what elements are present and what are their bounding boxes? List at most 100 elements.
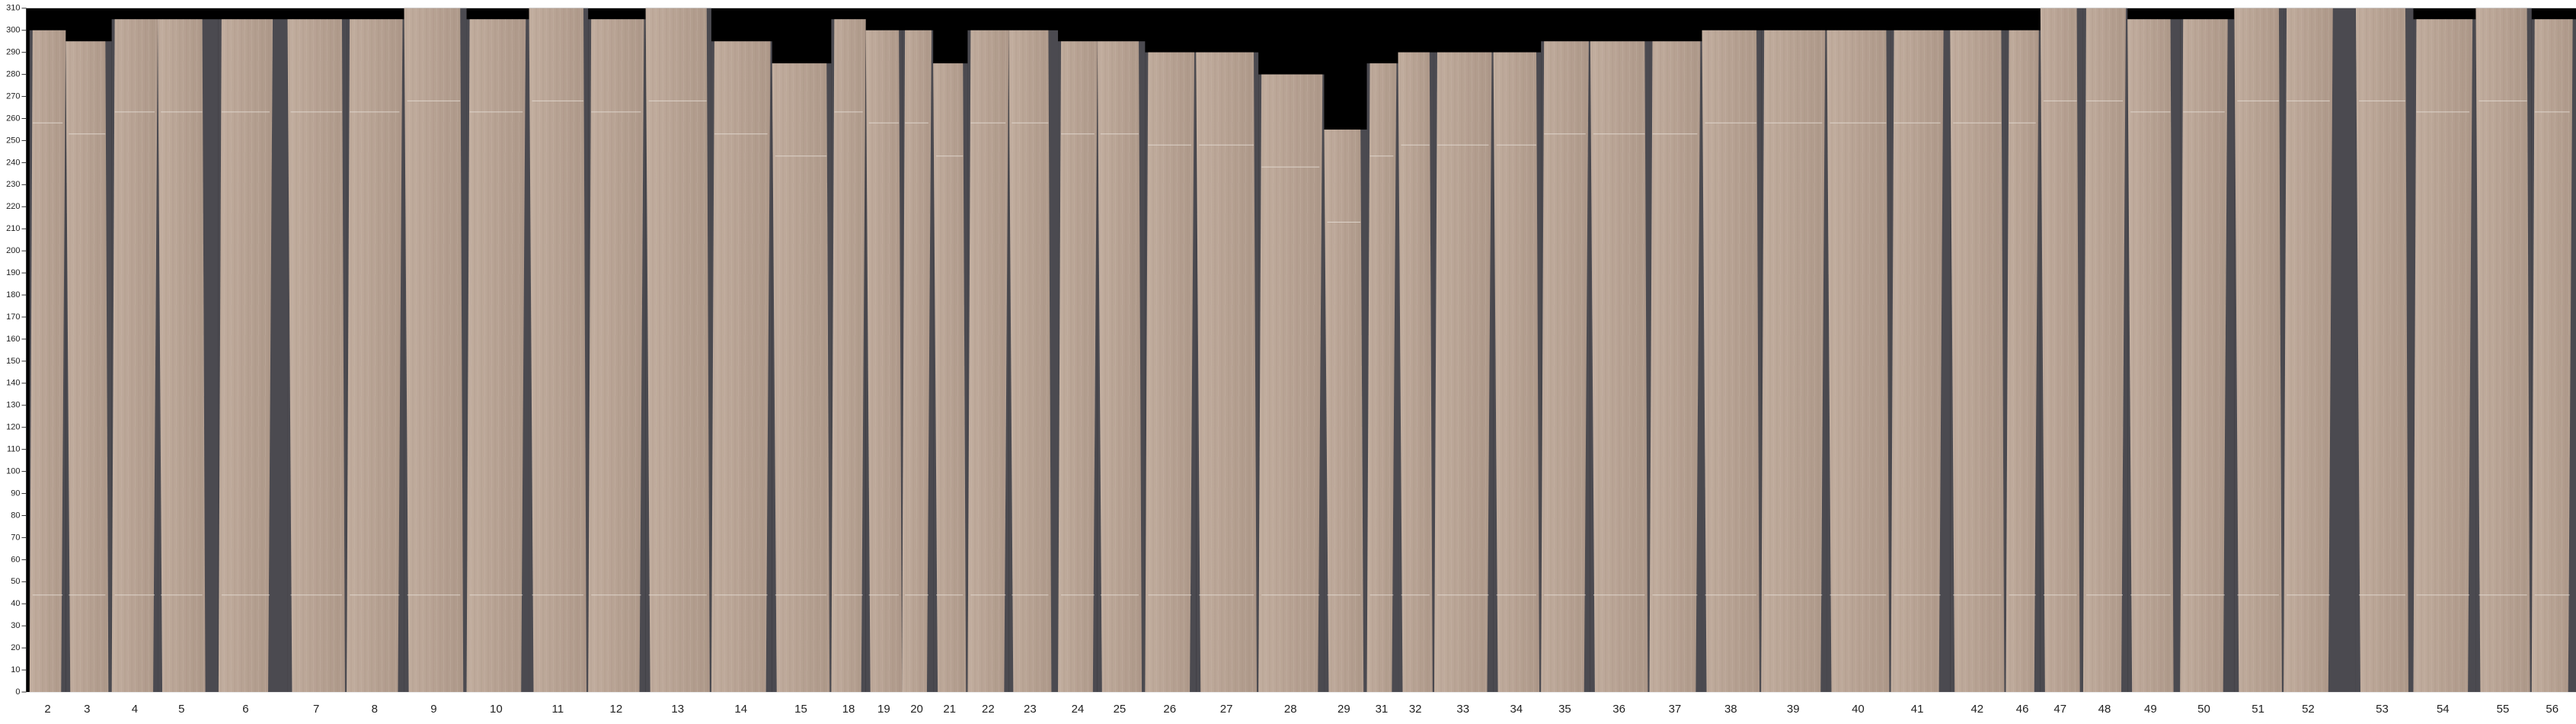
x-tick-label: 10 [490, 703, 503, 716]
x-tick-label: 51 [2252, 703, 2264, 716]
grain [347, 19, 403, 693]
x-tick-label: 2 [44, 703, 50, 716]
x-tick-label: 29 [1338, 703, 1350, 716]
y-tick-label: 160 [6, 335, 20, 344]
grain [2284, 8, 2333, 693]
grain [287, 19, 345, 693]
grain [1761, 30, 1826, 693]
y-tick-label: 280 [6, 70, 20, 79]
grain [1324, 129, 1364, 693]
grain [404, 8, 464, 693]
y-tick-label: 10 [11, 665, 20, 674]
x-tick-label: 27 [1220, 703, 1233, 716]
x-tick-label: 8 [372, 703, 378, 716]
y-tick-label: 0 [15, 687, 20, 697]
x-tick-label: 50 [2197, 703, 2210, 716]
grain [466, 19, 526, 693]
x-tick-label: 48 [2098, 703, 2111, 716]
y-tick-label: 60 [11, 555, 20, 564]
y-tick-label: 230 [6, 180, 20, 189]
grain [1058, 41, 1098, 693]
grain [865, 30, 903, 693]
y-tick-label: 300 [6, 26, 20, 35]
grain [1398, 52, 1433, 693]
grain [2413, 19, 2473, 693]
x-tick-label: 25 [1114, 703, 1127, 716]
x-tick-label: 56 [2546, 703, 2558, 716]
x-tick-label: 20 [910, 703, 923, 716]
y-tick-label: 100 [6, 467, 20, 476]
x-tick-label: 11 [551, 703, 564, 716]
x-tick-label: 7 [313, 703, 319, 716]
y-tick-label: 30 [11, 621, 20, 630]
grain [2040, 8, 2080, 693]
y-tick-label: 40 [11, 599, 20, 608]
x-tick-label: 32 [1409, 703, 1422, 716]
x-tick-label: 38 [1724, 703, 1737, 716]
grain [1702, 30, 1760, 693]
y-tick-label: 240 [6, 158, 20, 167]
grain [1827, 30, 1890, 693]
grain [529, 8, 587, 693]
y-tick-label: 260 [6, 114, 20, 123]
grain [1366, 63, 1397, 693]
grain [66, 41, 109, 693]
y-tick-label: 180 [6, 290, 20, 300]
grain [158, 19, 206, 693]
x-tick-label: 37 [1669, 703, 1682, 716]
grain [2531, 19, 2573, 693]
grain [645, 8, 710, 693]
x-tick-label: 55 [2497, 703, 2510, 716]
x-tick-label: 9 [430, 703, 436, 716]
grain [933, 63, 967, 693]
x-tick-label: 34 [1510, 703, 1523, 716]
x-tick-label: 35 [1558, 703, 1571, 716]
grain [1649, 41, 1701, 693]
grain [2234, 8, 2282, 693]
y-tick-label: 70 [11, 533, 20, 542]
grain [1541, 41, 1589, 693]
y-tick-label: 250 [6, 136, 20, 145]
y-tick-label: 190 [6, 268, 20, 277]
x-tick-label: 52 [2302, 703, 2315, 716]
y-tick-label: 50 [11, 577, 20, 586]
x-tick-label: 15 [794, 703, 807, 716]
grain [1950, 30, 2005, 693]
grain [2355, 8, 2408, 693]
grain [1097, 41, 1143, 693]
x-tick-label: 21 [943, 703, 956, 716]
y-tick-label: 210 [6, 224, 20, 233]
x-tick-label: 36 [1612, 703, 1625, 716]
x-tick-label: 22 [982, 703, 995, 716]
grain [2180, 19, 2228, 693]
y-tick-label: 130 [6, 401, 20, 410]
grain [2006, 30, 2039, 693]
y-tick-label: 90 [11, 489, 20, 498]
x-tick-label: 39 [1787, 703, 1800, 716]
y-tick-label: 140 [6, 379, 20, 388]
x-tick-label: 47 [2053, 703, 2066, 716]
grain [2082, 8, 2127, 693]
x-tick-label: 3 [84, 703, 90, 716]
x-tick-label: 28 [1284, 703, 1297, 716]
x-tick-label: 6 [242, 703, 248, 716]
grain [1145, 52, 1195, 693]
y-tick-label: 80 [11, 511, 20, 520]
y-tick-label: 290 [6, 48, 20, 57]
x-tick-label: 26 [1163, 703, 1176, 716]
grain [1258, 74, 1323, 693]
grain [772, 63, 830, 693]
grain [1196, 52, 1258, 693]
y-tick-label: 150 [6, 357, 20, 366]
x-tick-label: 24 [1072, 703, 1085, 716]
x-tick-label: 49 [2144, 703, 2157, 716]
x-tick-label: 19 [877, 703, 890, 716]
grain [1433, 52, 1492, 693]
grain [1590, 41, 1648, 693]
y-tick-label: 220 [6, 202, 20, 211]
x-tick-label: 14 [734, 703, 747, 716]
grain [111, 19, 158, 693]
grain [1493, 52, 1540, 693]
